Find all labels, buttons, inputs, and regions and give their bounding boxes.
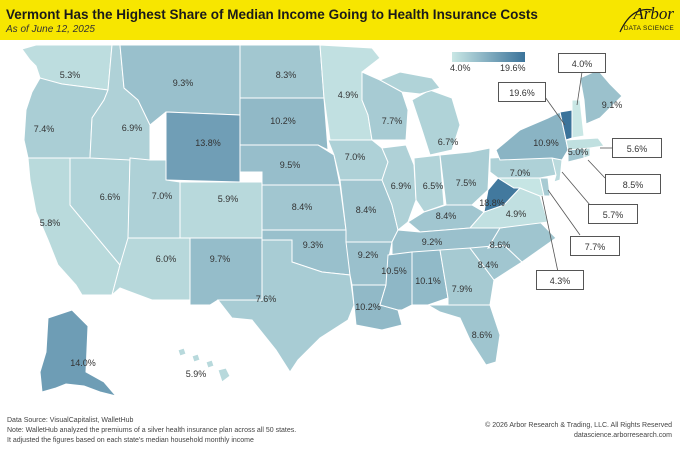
- state-label-montana: 9.3%: [173, 78, 194, 88]
- state-label-new-mexico: 9.7%: [210, 254, 231, 264]
- state-label-mississippi: 10.5%: [381, 266, 407, 276]
- state-label-massachusetts: 5.0%: [568, 147, 589, 157]
- state-label-north-dakota: 8.3%: [276, 70, 297, 80]
- callout-rhode-island: 5.6%: [612, 138, 662, 158]
- state-maine[interactable]: [580, 70, 622, 124]
- state-label-wisconsin: 7.7%: [382, 116, 403, 126]
- state-label-idaho: 6.9%: [122, 123, 143, 133]
- footer-line-3: It adjusted the figures based on each st…: [7, 436, 296, 446]
- state-arkansas[interactable]: [346, 242, 392, 285]
- state-label-oregon: 7.4%: [34, 124, 55, 134]
- state-label-michigan: 6.7%: [438, 137, 459, 147]
- footer-source: Data Source: VisualCapitalist, WalletHub…: [7, 416, 296, 446]
- state-label-tennessee: 9.2%: [422, 237, 443, 247]
- state-label-pennsylvania: 7.0%: [510, 168, 531, 178]
- state-ohio[interactable]: [440, 148, 490, 205]
- state-label-california: 5.8%: [40, 218, 61, 228]
- state-new-mexico[interactable]: [190, 238, 262, 305]
- state-new-york[interactable]: [496, 112, 568, 160]
- state-label-alaska: 14.0%: [70, 358, 96, 368]
- state-label-hawaii: 5.9%: [186, 369, 207, 379]
- state-label-north-carolina: 8.6%: [490, 240, 511, 250]
- callout-connecticut: 8.5%: [605, 174, 661, 194]
- state-label-indiana: 6.5%: [423, 181, 444, 191]
- state-label-iowa: 7.0%: [345, 152, 366, 162]
- state-label-south-carolina: 8.4%: [478, 260, 499, 270]
- footer-website: datascience.arborresearch.com: [485, 431, 672, 441]
- callout-delaware: 7.7%: [570, 236, 620, 256]
- state-colorado[interactable]: [180, 182, 262, 238]
- state-label-maine: 9.1%: [602, 100, 623, 110]
- state-label-arizona: 6.0%: [156, 254, 177, 264]
- state-label-wyoming: 13.8%: [195, 138, 221, 148]
- callout-vermont: 19.6%: [498, 82, 546, 102]
- state-label-utah: 7.0%: [152, 191, 173, 201]
- footer-line-1: Data Source: VisualCapitalist, WalletHub: [7, 416, 296, 426]
- state-label-illinois: 6.9%: [391, 181, 412, 191]
- state-new-hampshire[interactable]: [572, 100, 584, 138]
- state-label-kansas: 8.4%: [292, 202, 313, 212]
- state-label-west-virginia: 18.8%: [479, 198, 505, 208]
- state-washington[interactable]: [22, 45, 112, 90]
- footer-copyright: © 2026 Arbor Research & Trading, LLC. Al…: [485, 421, 672, 441]
- state-label-arkansas: 9.2%: [358, 250, 379, 260]
- state-label-minnesota: 4.9%: [338, 90, 359, 100]
- state-alaska[interactable]: [40, 310, 116, 396]
- state-hawaii-oahu[interactable]: [192, 354, 200, 362]
- state-label-missouri: 8.4%: [356, 205, 377, 215]
- footer-line-2: Note: WalletHub analyzed the premiums of…: [7, 426, 296, 436]
- state-label-colorado: 5.9%: [218, 194, 239, 204]
- state-label-alabama: 10.1%: [415, 276, 441, 286]
- state-label-south-dakota: 10.2%: [270, 116, 296, 126]
- state-hawaii-kauai[interactable]: [178, 348, 186, 356]
- state-label-nebraska: 9.5%: [280, 160, 301, 170]
- state-label-georgia: 7.9%: [452, 284, 473, 294]
- state-label-washington: 5.3%: [60, 70, 81, 80]
- state-label-oklahoma: 9.3%: [303, 240, 324, 250]
- state-label-kentucky: 8.4%: [436, 211, 457, 221]
- state-label-ohio: 7.5%: [456, 178, 477, 188]
- state-label-louisiana: 10.2%: [355, 302, 381, 312]
- callout-maryland: 4.3%: [536, 270, 584, 290]
- callout-new-hampshire: 4.0%: [558, 53, 606, 73]
- callout-new-jersey: 5.7%: [588, 204, 638, 224]
- state-label-texas: 7.6%: [256, 294, 277, 304]
- footer-copyright-line: © 2026 Arbor Research & Trading, LLC. Al…: [485, 421, 672, 431]
- state-label-new-york: 10.9%: [533, 138, 559, 148]
- state-label-virginia: 4.9%: [506, 209, 527, 219]
- state-label-nevada: 6.6%: [100, 192, 121, 202]
- state-label-florida: 8.6%: [472, 330, 493, 340]
- state-hawaii-big[interactable]: [218, 368, 230, 382]
- state-hawaii-maui[interactable]: [206, 360, 214, 368]
